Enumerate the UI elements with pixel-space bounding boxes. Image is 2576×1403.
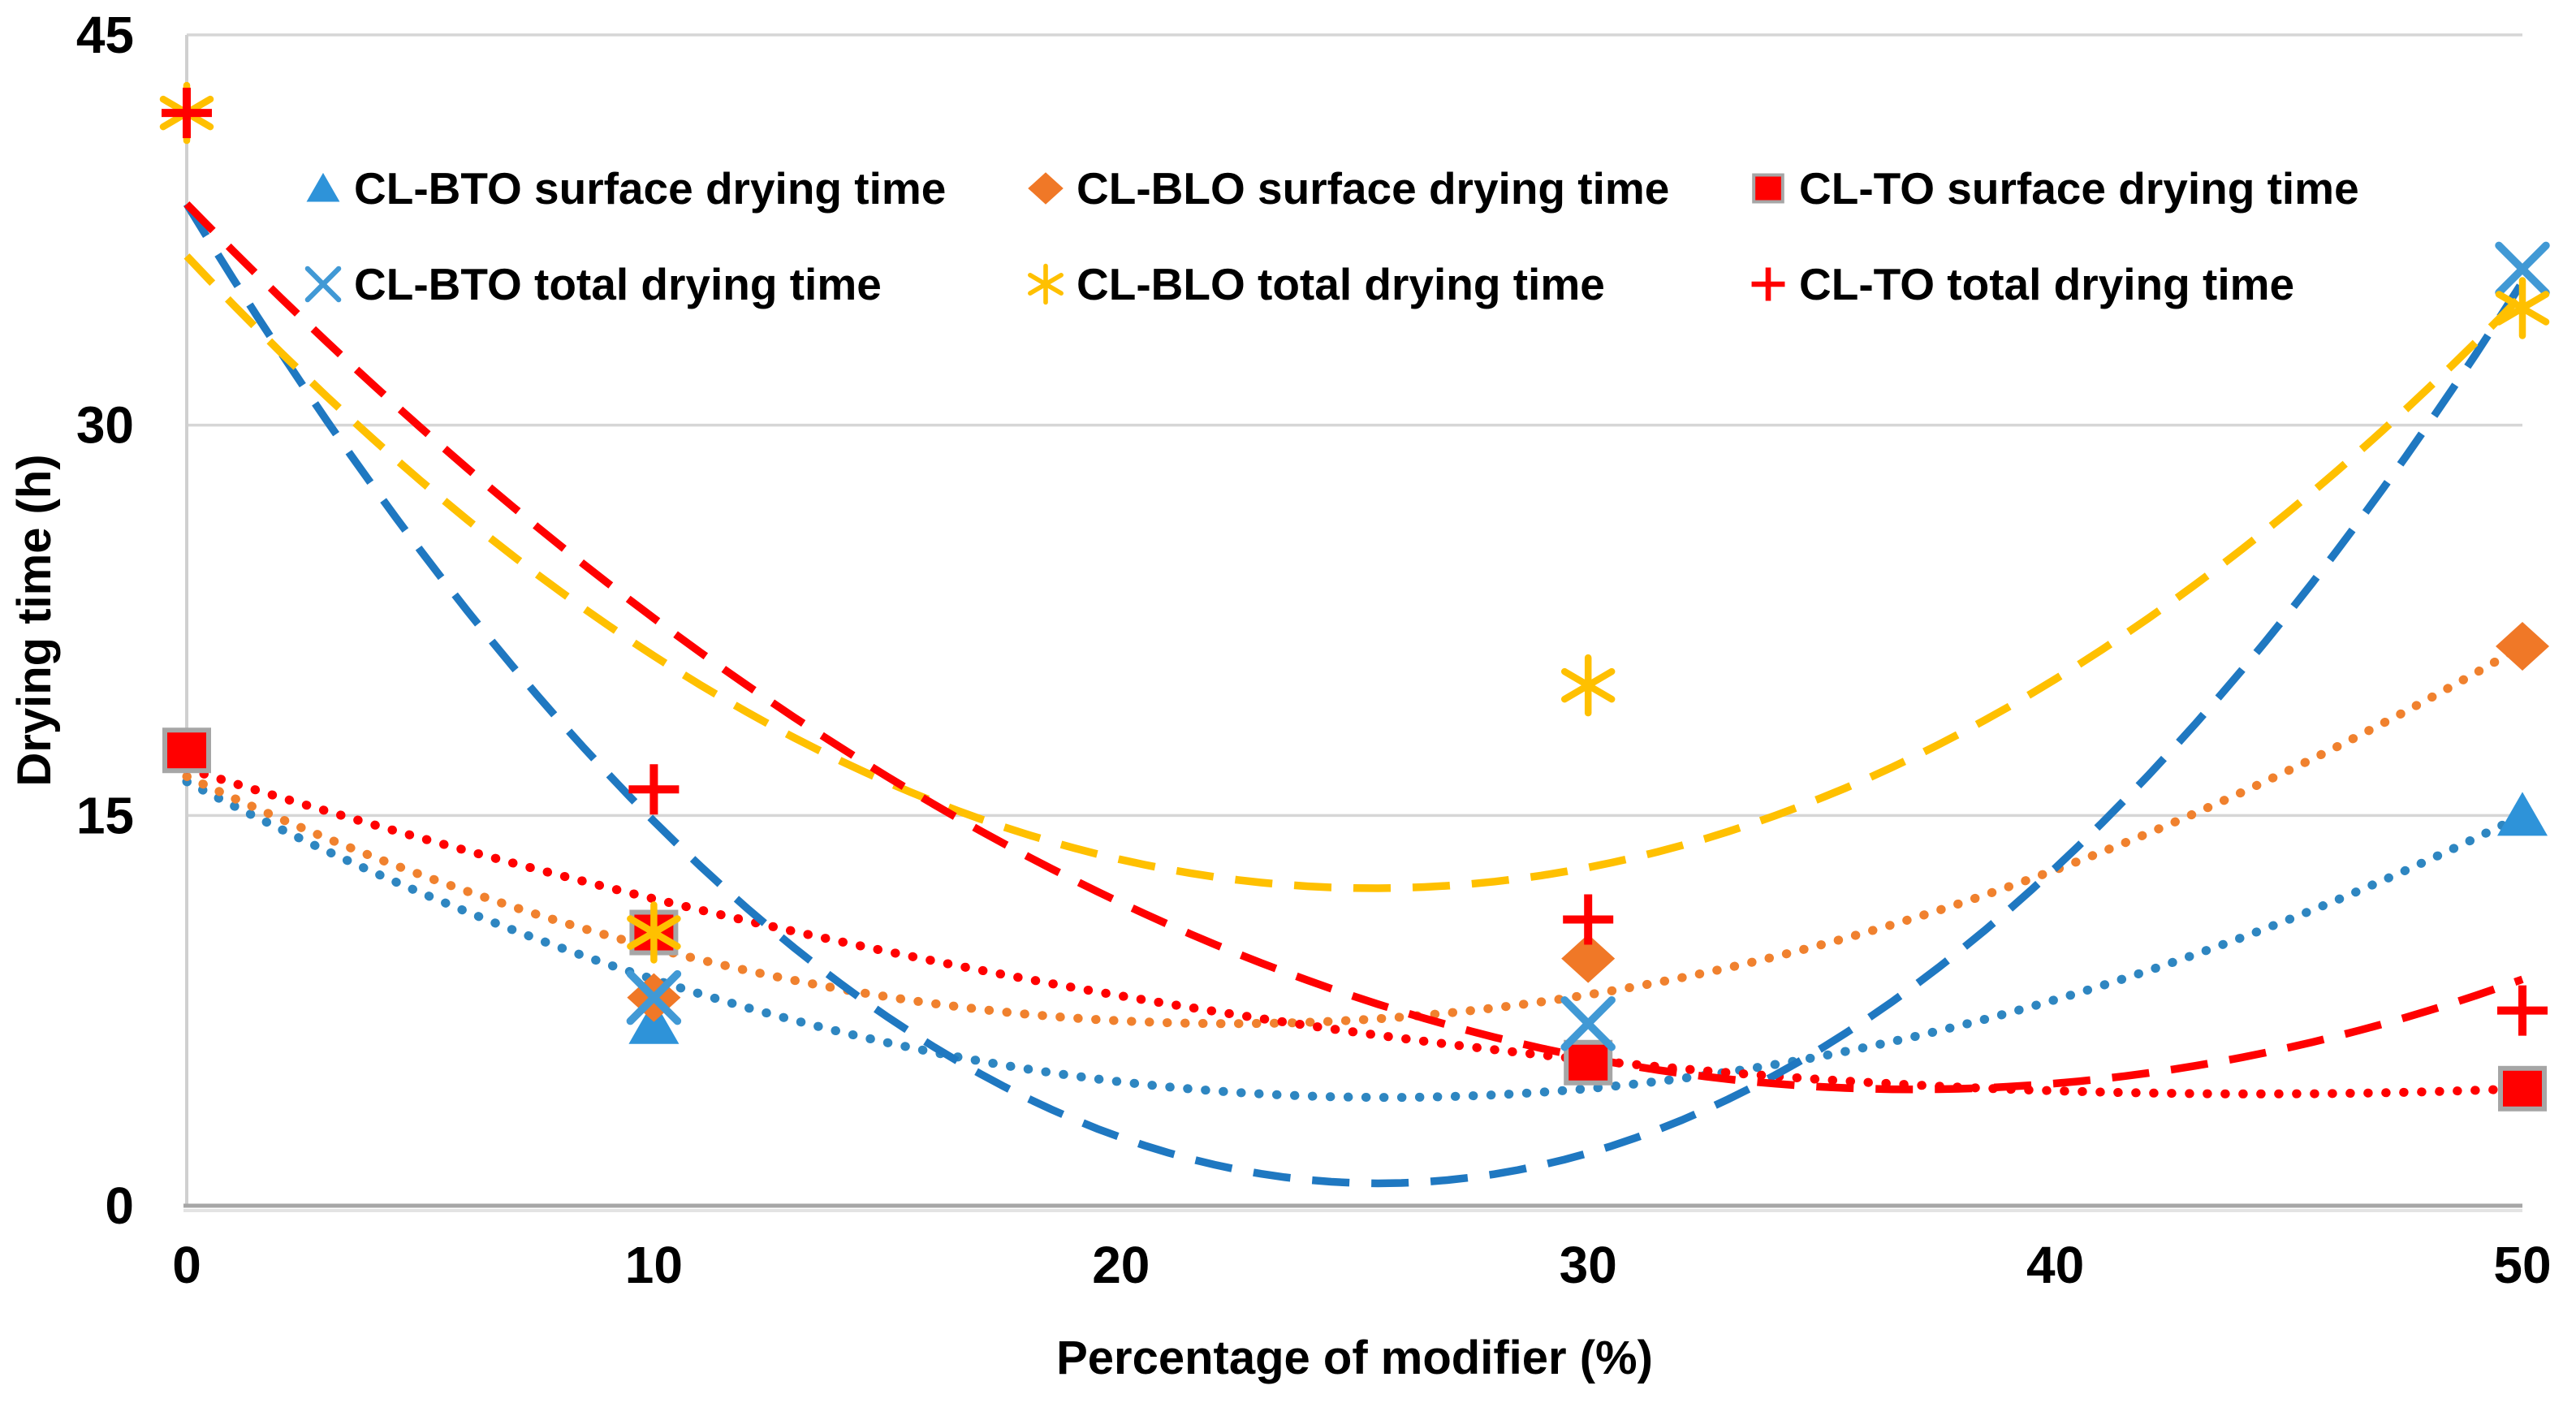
data-point-marker — [1561, 934, 1616, 983]
asterisk-shape — [627, 915, 681, 950]
diamond-shape — [1561, 934, 1616, 983]
trendline-cl-to-total-drying-time — [183, 201, 2524, 1094]
x-shape — [304, 265, 342, 303]
data-point-marker — [2497, 985, 2548, 1036]
legend-marker — [306, 172, 340, 202]
y-axis-title: Drying time (h) — [8, 454, 61, 786]
legend-marker — [304, 265, 342, 303]
legend-item-cl-blo-surface-drying-time: CL-BLO surface drying time — [1028, 163, 1669, 214]
series-cl-to-total-drying-time — [162, 88, 2548, 1036]
x-tick-label-20: 20 — [1092, 1236, 1150, 1294]
x-tick-label-30: 30 — [1560, 1236, 1617, 1294]
series-cl-bto-total-drying-time — [626, 241, 2550, 1051]
legend-label: CL-BTO surface drying time — [354, 163, 946, 214]
triangle-shape — [306, 172, 340, 202]
trendline-cl-bto-surface-drying-time — [182, 777, 2527, 1103]
triangle-shape — [2497, 792, 2548, 836]
legend-item-cl-to-total-drying-time: CL-TO total drying time — [1751, 259, 2294, 309]
y-tick-label-45: 45 — [76, 6, 134, 64]
data-point-marker — [628, 999, 680, 1044]
legend-marker — [1751, 267, 1785, 301]
x-shape — [2495, 241, 2550, 297]
legend-label: CL-BLO surface drying time — [1077, 163, 1669, 214]
square-shape — [1752, 173, 1784, 204]
x-tick-label-40: 40 — [2026, 1236, 2084, 1294]
asterisk-shape — [1560, 667, 1616, 703]
legend-label: CL-TO total drying time — [1799, 259, 2294, 309]
x-shape — [626, 969, 682, 1025]
data-point-marker — [628, 764, 680, 815]
data-point-marker — [2495, 241, 2550, 297]
legend-label: CL-BTO total drying time — [354, 259, 882, 309]
asterisk-shape — [1028, 272, 1064, 296]
x-axis-title: Percentage of modifier (%) — [1056, 1332, 1653, 1384]
legend-label: CL-BLO total drying time — [1077, 259, 1605, 309]
trendline-cl-bto-total-drying-time — [183, 201, 2526, 1188]
y-tick-label-30: 30 — [76, 396, 134, 455]
square-shape — [1564, 1039, 1613, 1086]
data-point-marker — [2496, 622, 2549, 671]
asterisk-shape — [2495, 291, 2550, 326]
data-point-marker — [627, 901, 681, 964]
data-point-marker — [162, 88, 212, 139]
legend-item-cl-bto-total-drying-time: CL-BTO total drying time — [304, 259, 882, 309]
legend-label: CL-TO surface drying time — [1799, 163, 2359, 214]
data-point-marker — [1560, 995, 1616, 1051]
y-tick-label-0: 0 — [105, 1176, 134, 1235]
data-point-marker — [626, 969, 682, 1025]
legend-item-cl-blo-total-drying-time: CL-BLO total drying time — [1028, 259, 1605, 309]
data-point-marker — [2498, 1065, 2547, 1112]
x-shape — [1560, 995, 1616, 1051]
x-tick-label-0: 0 — [172, 1236, 201, 1294]
legend-item-cl-to-surface-drying-time: CL-TO surface drying time — [1752, 163, 2359, 214]
data-point-marker — [162, 727, 211, 774]
square-shape — [2498, 1065, 2547, 1112]
trendline-cl-to-surface-drying-time — [182, 764, 2527, 1099]
data-point-marker — [1560, 654, 1616, 717]
legend-marker — [1028, 172, 1064, 205]
diamond-shape — [2496, 622, 2549, 671]
triangle-shape — [628, 999, 680, 1044]
data-point-marker — [2495, 277, 2550, 339]
y-tick-label-15: 15 — [76, 786, 134, 844]
diamond-shape — [1028, 172, 1064, 205]
square-shape — [162, 727, 211, 774]
data-point-marker — [2497, 792, 2548, 836]
data-point-marker — [1564, 1039, 1613, 1086]
series-cl-to-surface-drying-time — [162, 727, 2547, 1112]
legend-marker — [1028, 263, 1064, 305]
trendline-cl-blo-total-drying-time — [183, 253, 2526, 892]
legend-marker — [1752, 173, 1784, 204]
legend-item-cl-bto-surface-drying-time: CL-BTO surface drying time — [306, 163, 946, 214]
x-tick-label-50: 50 — [2493, 1236, 2551, 1294]
data-point-marker — [1563, 894, 1614, 945]
series-cl-blo-total-drying-time — [159, 81, 2550, 964]
series-cl-bto-surface-drying-time — [628, 792, 2548, 1044]
x-tick-label-10: 10 — [625, 1236, 683, 1294]
